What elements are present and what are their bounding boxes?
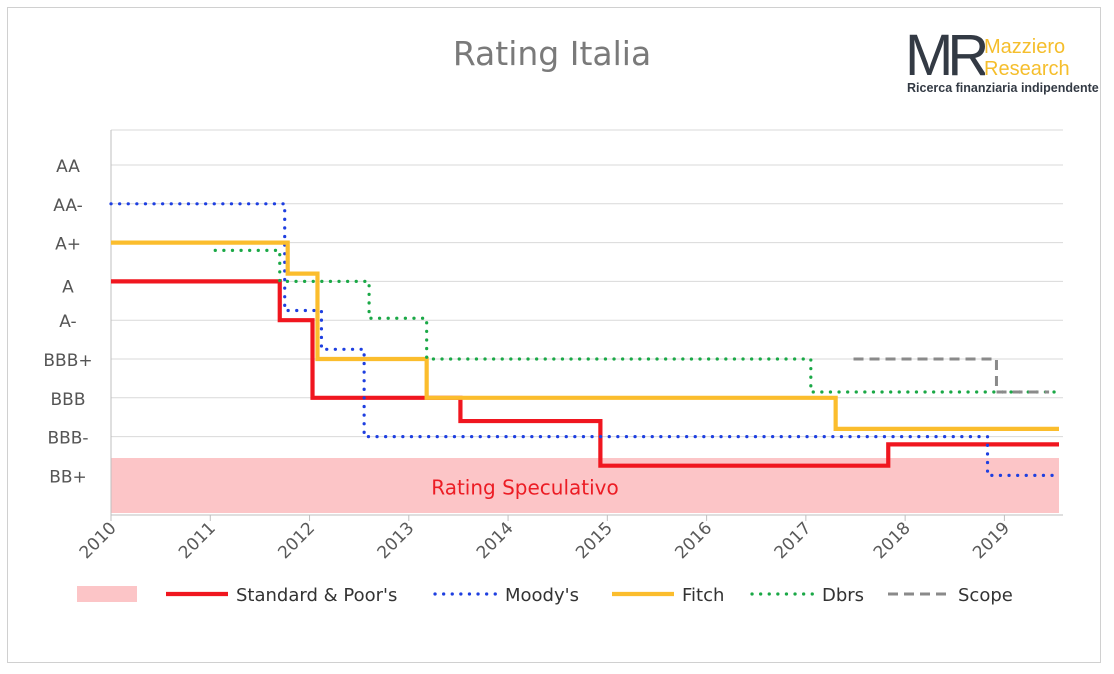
logo-tagline: Ricerca finanziaria indipendente <box>907 81 1099 95</box>
y-tick-label: BBB <box>51 390 86 410</box>
logo-mark-text: MR <box>905 25 985 83</box>
chart-frame <box>7 7 1101 663</box>
series-line-fitch <box>111 240 1059 431</box>
legend-label: Scope <box>958 585 1013 606</box>
series-line-moody-s <box>109 202 1061 477</box>
legend-label: Moody's <box>505 585 579 606</box>
chart-title: Rating Italia <box>452 34 652 73</box>
y-tick-label: A- <box>59 312 76 332</box>
logo-name-line1: Mazziero <box>984 36 1066 58</box>
legend-label: Standard & Poor's <box>236 585 397 606</box>
x-tick-label: 2017 <box>771 518 816 563</box>
y-tick-label: A+ <box>55 235 81 255</box>
y-tick-label: AA <box>56 157 80 177</box>
legend-label: Dbrs <box>822 585 864 606</box>
y-tick-label: BBB- <box>47 429 88 449</box>
legend-swatch-speculative <box>77 586 137 602</box>
series-line-dbrs <box>213 248 1061 394</box>
y-tick-label: A <box>62 277 74 297</box>
x-tick-label: 2018 <box>870 518 915 563</box>
legend-label: Fitch <box>682 585 724 606</box>
series-line-scope <box>853 357 1050 394</box>
x-tick-label: 2019 <box>969 518 1014 563</box>
logo-name-line2: Research <box>984 58 1070 80</box>
speculative-band-label: Rating Speculativo <box>431 476 619 500</box>
mr-logo-mark-icon: MR <box>905 25 985 83</box>
series-line-standard-poor-s <box>111 279 1059 468</box>
x-tick-label: 2015 <box>572 518 617 563</box>
x-tick-label: 2010 <box>76 518 121 563</box>
y-tick-label: BB+ <box>49 467 87 487</box>
x-tick-label: 2014 <box>473 518 518 563</box>
x-tick-label: 2011 <box>175 518 220 563</box>
mazziero-research-logo: MR Mazziero Research Ricerca finanziaria… <box>905 25 1099 100</box>
x-tick-label: 2013 <box>374 518 419 563</box>
x-tick-label: 2016 <box>671 518 716 563</box>
x-tick-label: 2012 <box>274 518 319 563</box>
speculative-band <box>111 458 1059 513</box>
y-tick-label: BBB+ <box>43 351 92 371</box>
y-tick-label: AA- <box>53 196 83 216</box>
